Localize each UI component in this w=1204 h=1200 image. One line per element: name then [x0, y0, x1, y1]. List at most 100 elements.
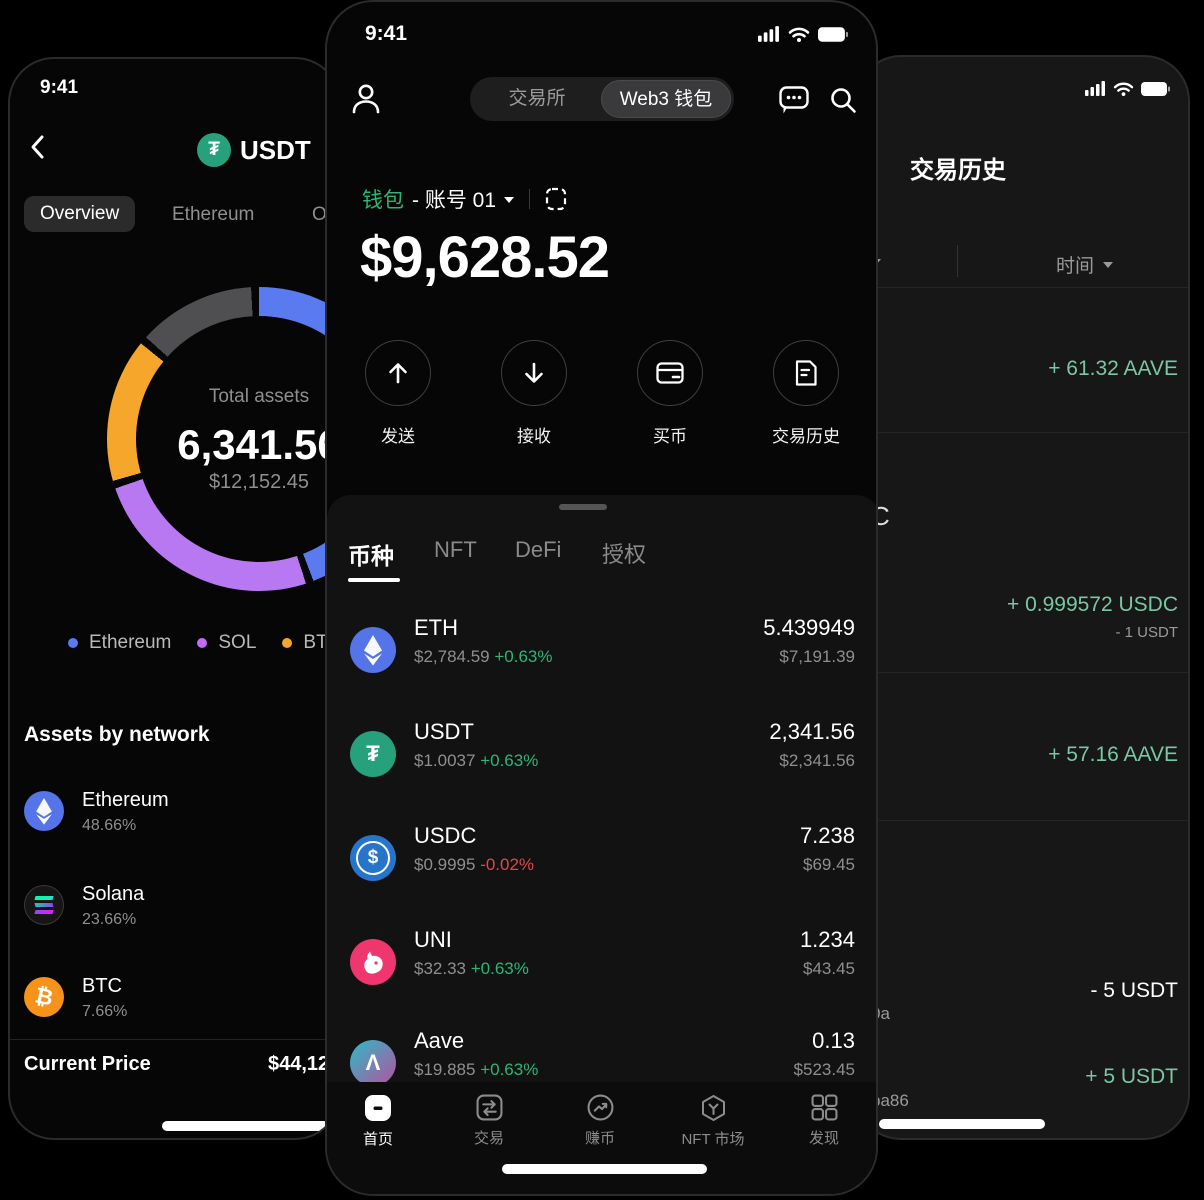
token-value: $69.45: [803, 855, 855, 874]
nft-hexagon-icon: [701, 1095, 725, 1121]
home-icon: [365, 1095, 391, 1121]
donut-legend: Ethereum SOL BTC: [68, 632, 339, 654]
solana-icon: [24, 885, 64, 925]
tab-overview[interactable]: Overview: [24, 196, 136, 232]
donut-usd: $12,152.45: [208, 471, 310, 493]
nav-label: NFT 市场: [681, 1131, 745, 1148]
tab-coins[interactable]: 币种: [348, 543, 394, 569]
token-price: $1.0037: [414, 751, 476, 770]
token-change: -0.02%: [480, 855, 535, 874]
arrow-up-icon: [389, 363, 407, 384]
nav-earn[interactable]: 赚币: [550, 1094, 650, 1148]
home-indicator[interactable]: [502, 1164, 707, 1174]
page-title: USDT: [240, 135, 311, 165]
nav-label: 赚币: [584, 1130, 615, 1147]
total-balance: $9,628.52: [360, 225, 610, 290]
account-label[interactable]: - 账号 01: [412, 189, 497, 212]
usdt-icon: ₮: [197, 133, 231, 167]
unicorn-glyph: [364, 951, 383, 974]
tx-amount[interactable]: + 57.16 AAVE: [1048, 743, 1178, 766]
person-icon: [352, 84, 380, 114]
token-symbol: ETH: [414, 615, 458, 640]
network-percent: 48.66%: [82, 817, 137, 834]
chat-bubble-icon: [779, 86, 809, 114]
tab-approvals[interactable]: 授权: [602, 542, 647, 567]
bottom-nav: 首页 交易 赚币 NFT 市场 发现: [327, 1082, 876, 1194]
send-label[interactable]: 发送: [381, 427, 415, 446]
segment-web3-wallet[interactable]: Web3 钱包: [601, 80, 731, 118]
home-indicator[interactable]: [162, 1121, 329, 1131]
signal-icon: [758, 26, 779, 42]
back-button[interactable]: [26, 133, 50, 161]
tx-amount[interactable]: + 61.32 AAVE: [1048, 357, 1178, 380]
token-price: $0.9995: [414, 855, 476, 874]
search-icon: [831, 88, 856, 113]
account-caret-icon[interactable]: [504, 197, 515, 203]
earn-icon: [587, 1094, 613, 1121]
nav-label: 发现: [808, 1130, 839, 1147]
arrow-down-icon: [525, 362, 543, 383]
segmented-control: 交易所 Web3 钱包: [470, 77, 734, 121]
token-symbol: USDT: [414, 719, 474, 744]
tab-nft[interactable]: NFT: [434, 537, 477, 562]
network-percent: 7.66%: [82, 1003, 128, 1020]
status-time: 9:41: [365, 22, 408, 45]
tx-amount[interactable]: - 5 USDT: [1090, 979, 1178, 1002]
nav-label: 交易: [473, 1130, 504, 1147]
legend-dot-btc: [282, 638, 293, 648]
token-row-eth[interactable]: ETH $2,784.59 +0.63% 5.439949 $7,191.39: [327, 615, 876, 687]
token-amount: 1.234: [799, 927, 855, 952]
filter-time[interactable]: 时间: [1056, 251, 1114, 278]
token-change: +0.63%: [470, 959, 529, 978]
receive-label[interactable]: 接收: [517, 427, 551, 446]
btc-icon: ₿: [24, 977, 64, 1017]
battery-icon: [818, 26, 848, 42]
token-row-usdc[interactable]: $ USDC $0.9995 -0.02% 7.238 $69.45: [327, 823, 876, 895]
tab-ethereum[interactable]: Ethereum: [172, 204, 255, 225]
token-change: +0.63%: [480, 751, 539, 770]
token-symbol: Aave: [414, 1028, 465, 1053]
nav-nft-market[interactable]: NFT 市场: [663, 1094, 763, 1149]
section-title-assets-by-network: Assets by network: [24, 723, 210, 746]
send-button[interactable]: [365, 340, 431, 406]
home-indicator[interactable]: [879, 1119, 1045, 1129]
token-change: +0.63%: [480, 1060, 539, 1079]
nav-discover[interactable]: 发现: [774, 1094, 874, 1148]
history-button[interactable]: [773, 340, 839, 406]
token-amount: 2,341.56: [769, 719, 855, 744]
wifi-icon: [1113, 82, 1134, 96]
receive-button[interactable]: [501, 340, 567, 406]
address-fragment: ba86: [871, 1091, 909, 1110]
legend-label-ethereum: Ethereum: [89, 632, 172, 653]
tx-amount[interactable]: + 5 USDT: [1085, 1065, 1178, 1088]
asset-allocation-donut: [107, 287, 339, 591]
token-amount: 5.439949: [763, 615, 855, 640]
nav-trade[interactable]: 交易: [439, 1094, 539, 1148]
buy-crypto-button[interactable]: [637, 340, 703, 406]
network-name: BTC: [82, 975, 122, 997]
tab-clipped[interactable]: O: [312, 204, 327, 225]
tab-defi[interactable]: DeFi: [515, 537, 562, 562]
drag-handle[interactable]: [559, 504, 607, 510]
tx-amount[interactable]: + 0.999572 USDC: [1006, 593, 1178, 616]
nav-label: 首页: [362, 1131, 393, 1148]
buy-crypto-label[interactable]: 买币: [653, 427, 687, 446]
scan-icon[interactable]: [545, 187, 567, 211]
token-price: $19.885: [414, 1060, 476, 1079]
token-row-uni[interactable]: UNI $32.33 +0.63% 1.234 $43.45: [327, 927, 876, 999]
wifi-icon: [788, 27, 810, 42]
token-row-aave[interactable]: Λ Aave $19.885 +0.63% 0.13 $523.45: [327, 1028, 876, 1100]
token-row-usdt[interactable]: ₮ USDT $1.0037 +0.63% 2,341.56 $2,341.56: [327, 719, 876, 791]
nav-home[interactable]: 首页: [328, 1094, 428, 1149]
chat-button[interactable]: [779, 86, 809, 115]
segment-exchange[interactable]: 交易所: [508, 88, 566, 109]
search-button[interactable]: [829, 86, 857, 114]
token-price-row: $32.33 +0.63%: [414, 959, 529, 979]
token-value: $43.45: [803, 959, 855, 978]
profile-button[interactable]: [351, 83, 381, 115]
legend-dot-sol: [197, 638, 208, 648]
battery-icon: [1141, 81, 1170, 96]
history-label[interactable]: 交易历史: [772, 427, 840, 446]
token-price-row: $19.885 +0.63%: [414, 1060, 538, 1080]
token-price: $32.33: [414, 959, 466, 978]
